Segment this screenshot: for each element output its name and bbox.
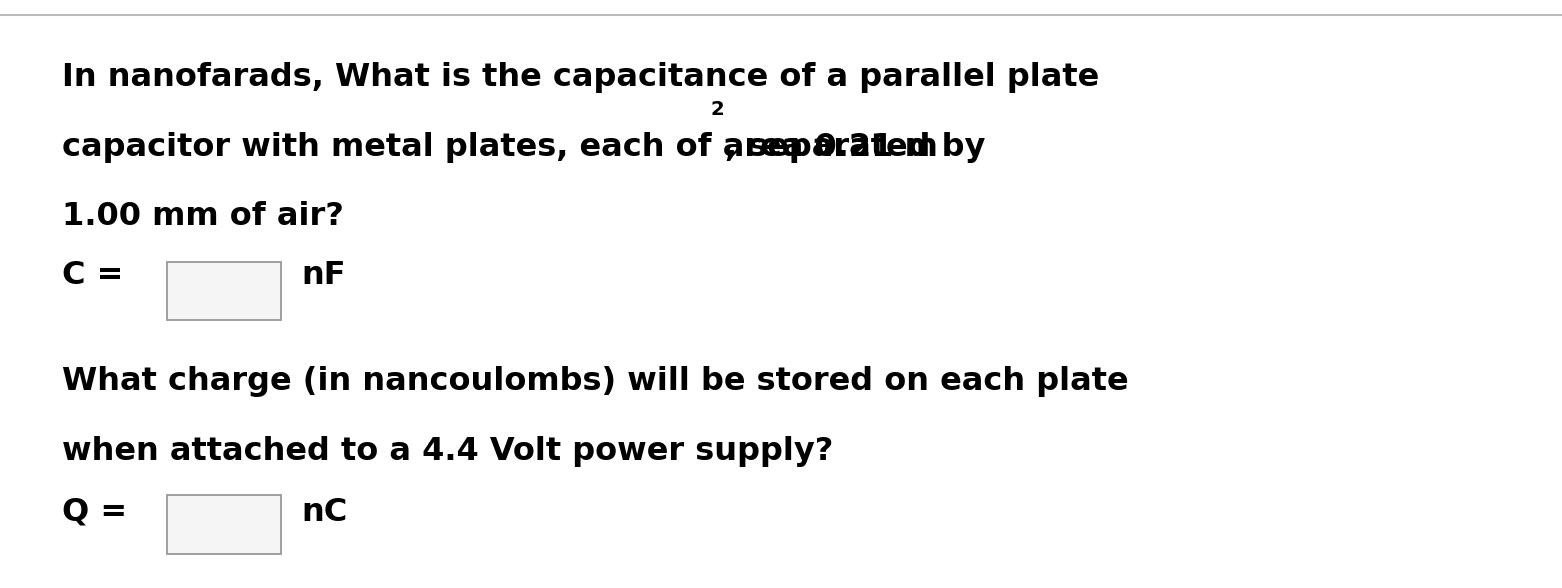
Text: In nanofarads, What is the capacitance of a parallel plate: In nanofarads, What is the capacitance o… <box>62 62 1100 93</box>
Text: when attached to a 4.4 Volt power supply?: when attached to a 4.4 Volt power supply… <box>62 436 834 467</box>
Text: 1.00 mm of air?: 1.00 mm of air? <box>62 201 344 232</box>
Text: nF: nF <box>301 260 347 291</box>
Text: 2: 2 <box>711 100 725 119</box>
Text: What charge (in nancoulombs) will be stored on each plate: What charge (in nancoulombs) will be sto… <box>62 366 1129 397</box>
Text: nC: nC <box>301 497 348 528</box>
Text: Q =: Q = <box>62 497 128 528</box>
FancyBboxPatch shape <box>167 262 281 320</box>
FancyBboxPatch shape <box>167 495 281 554</box>
Text: C =: C = <box>62 260 123 291</box>
Text: , separated by: , separated by <box>725 132 986 163</box>
Text: capacitor with metal plates, each of area 0.21 m: capacitor with metal plates, each of are… <box>62 132 939 163</box>
